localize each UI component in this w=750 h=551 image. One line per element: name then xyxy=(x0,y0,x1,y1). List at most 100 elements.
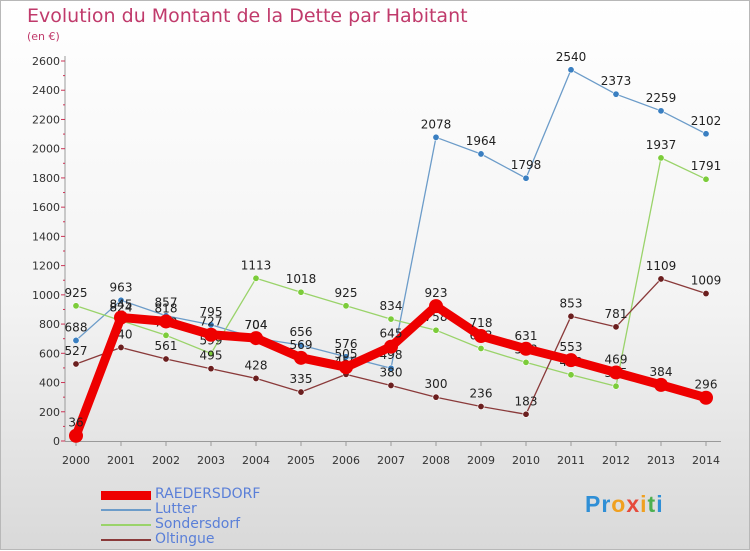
legend-label-lutter: Lutter xyxy=(155,501,197,517)
data-label-lutter: 656 xyxy=(290,325,313,339)
x-tick-label: 2000 xyxy=(62,454,90,467)
data-point-raedersdorf xyxy=(564,353,578,368)
data-label-lutter: 704 xyxy=(245,318,268,332)
data-label-raedersdorf: 469 xyxy=(605,352,628,366)
data-point-sondersdorf xyxy=(702,175,710,183)
legend-item-sondersdorf: Sondersdorf xyxy=(101,516,321,532)
data-point-sondersdorf xyxy=(657,154,665,162)
data-point-raedersdorf xyxy=(159,314,173,329)
data-point-raedersdorf xyxy=(609,365,623,380)
data-point-raedersdorf xyxy=(699,390,713,405)
data-point-oltingue xyxy=(522,410,530,418)
data-point-raedersdorf xyxy=(519,341,533,356)
data-point-sondersdorf xyxy=(252,274,260,282)
data-label-sondersdorf: 1937 xyxy=(646,138,677,152)
data-point-lutter xyxy=(612,90,620,98)
data-label-lutter: 2373 xyxy=(601,74,632,88)
y-tick-label: 1400 xyxy=(32,230,60,243)
chart-unit-label: (en €) xyxy=(27,30,60,43)
data-point-oltingue xyxy=(297,388,305,396)
data-label-raedersdorf: 923 xyxy=(425,286,448,300)
y-tick-label: 2400 xyxy=(32,84,60,97)
data-label-lutter: 576 xyxy=(335,337,358,351)
y-tick-label: 2600 xyxy=(32,55,60,68)
data-label-sondersdorf: 834 xyxy=(380,299,403,313)
data-point-oltingue xyxy=(72,360,80,368)
x-tick-label: 2011 xyxy=(557,454,585,467)
y-tick-label: 1200 xyxy=(32,260,60,273)
proxiti-logo: Proxiti xyxy=(585,491,664,517)
legend-label-raedersdorf: RAEDERSDORF xyxy=(155,486,261,502)
data-point-raedersdorf xyxy=(474,329,488,344)
data-label-sondersdorf: 1113 xyxy=(241,258,272,272)
y-tick-label: 200 xyxy=(39,406,60,419)
data-label-lutter: 2078 xyxy=(421,117,452,131)
data-point-oltingue xyxy=(162,355,170,363)
data-point-sondersdorf xyxy=(207,349,215,357)
data-label-sondersdorf: 1791 xyxy=(691,159,722,173)
y-tick-label: 2000 xyxy=(32,143,60,156)
data-point-sondersdorf xyxy=(432,326,440,334)
data-label-oltingue: 1009 xyxy=(691,274,722,288)
data-point-sondersdorf xyxy=(612,382,620,390)
data-point-raedersdorf xyxy=(654,377,668,392)
data-label-raedersdorf: 553 xyxy=(560,340,583,354)
data-label-oltingue: 300 xyxy=(425,377,448,391)
data-point-lutter xyxy=(477,150,485,158)
y-tick-label: 1800 xyxy=(32,172,60,185)
data-label-lutter: 1964 xyxy=(466,134,497,148)
data-label-oltingue: 335 xyxy=(290,372,313,386)
data-point-lutter xyxy=(567,66,575,74)
data-label-raedersdorf: 845 xyxy=(110,298,133,312)
data-point-oltingue xyxy=(657,275,665,283)
data-point-lutter xyxy=(117,296,125,304)
data-label-raedersdorf: 818 xyxy=(155,301,178,315)
data-label-raedersdorf: 718 xyxy=(470,316,493,330)
data-point-raedersdorf xyxy=(429,299,443,314)
x-tick-label: 2013 xyxy=(647,454,675,467)
data-label-oltingue: 428 xyxy=(245,358,268,372)
y-tick-label: 800 xyxy=(39,318,60,331)
data-label-lutter: 2102 xyxy=(691,114,722,128)
data-label-raedersdorf: 704 xyxy=(245,318,268,332)
data-point-oltingue xyxy=(477,403,485,411)
data-point-lutter xyxy=(297,341,305,349)
legend-item-oltingue: Oltingue xyxy=(101,531,321,547)
y-tick-label: 400 xyxy=(39,377,60,390)
chart-title: Evolution du Montant de la Dette par Hab… xyxy=(27,5,468,27)
y-tick-label: 2200 xyxy=(32,113,60,126)
data-point-sondersdorf xyxy=(522,358,530,366)
data-label-oltingue: 853 xyxy=(560,296,583,310)
legend-swatch-lutter xyxy=(101,509,151,511)
x-tick-label: 2010 xyxy=(512,454,540,467)
data-label-sondersdorf: 925 xyxy=(335,286,358,300)
data-point-raedersdorf xyxy=(249,331,263,346)
legend-label-oltingue: Oltingue xyxy=(155,531,215,547)
data-point-oltingue xyxy=(387,381,395,389)
legend-item-raedersdorf: RAEDERSDORF xyxy=(101,486,321,502)
data-point-sondersdorf xyxy=(387,315,395,323)
data-label-raedersdorf: 384 xyxy=(650,365,673,379)
data-label-raedersdorf: 569 xyxy=(290,338,313,352)
data-label-raedersdorf: 631 xyxy=(515,329,538,343)
data-point-raedersdorf xyxy=(294,350,308,365)
data-point-raedersdorf xyxy=(69,428,83,443)
data-point-lutter xyxy=(72,336,80,344)
data-point-sondersdorf xyxy=(342,302,350,310)
data-label-raedersdorf: 645 xyxy=(380,327,403,341)
x-tick-label: 2007 xyxy=(377,454,405,467)
data-label-oltingue: 236 xyxy=(470,387,493,401)
x-tick-label: 2009 xyxy=(467,454,495,467)
x-tick-label: 2005 xyxy=(287,454,315,467)
data-point-sondersdorf xyxy=(567,371,575,379)
legend-label-sondersdorf: Sondersdorf xyxy=(155,516,241,532)
data-point-raedersdorf xyxy=(339,360,353,375)
data-point-raedersdorf xyxy=(114,310,128,325)
x-tick-label: 2014 xyxy=(692,454,720,467)
y-tick-label: 600 xyxy=(39,347,60,360)
x-tick-label: 2001 xyxy=(107,454,135,467)
y-tick-label: 0 xyxy=(53,435,60,448)
data-label-oltingue: 561 xyxy=(155,339,178,353)
x-tick-label: 2006 xyxy=(332,454,360,467)
